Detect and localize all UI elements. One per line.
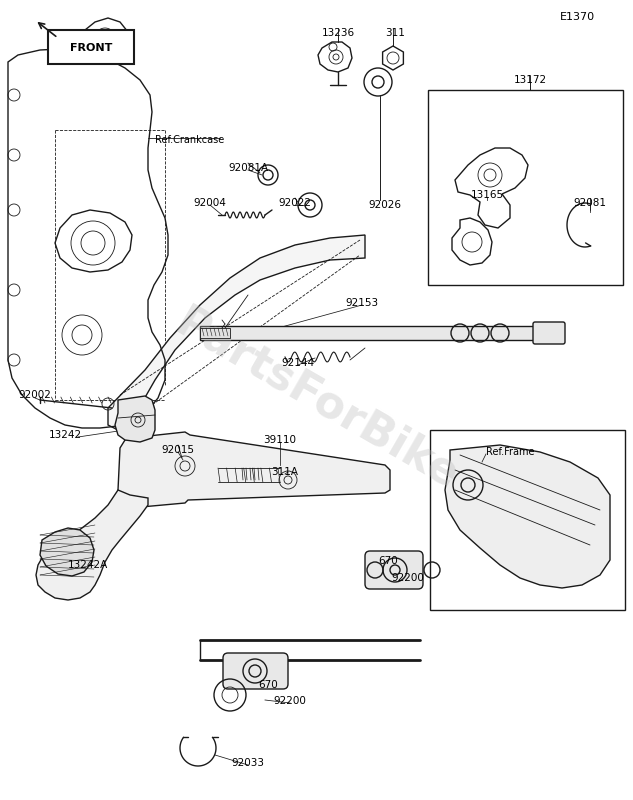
Text: PartsForBike: PartsForBike <box>167 302 466 498</box>
Text: 92015: 92015 <box>161 445 194 455</box>
Bar <box>430 430 625 610</box>
Text: 92033: 92033 <box>232 758 265 768</box>
Text: 92200: 92200 <box>273 696 306 706</box>
FancyBboxPatch shape <box>533 322 565 344</box>
Polygon shape <box>36 490 148 600</box>
Text: 92022: 92022 <box>279 198 311 208</box>
Polygon shape <box>445 445 610 588</box>
Polygon shape <box>40 528 94 576</box>
Polygon shape <box>108 235 365 430</box>
Text: 39110: 39110 <box>263 435 296 445</box>
Text: 13242: 13242 <box>49 430 82 440</box>
FancyBboxPatch shape <box>223 653 288 689</box>
Text: Ref.Frame: Ref.Frame <box>486 447 534 457</box>
Bar <box>200 326 540 340</box>
Polygon shape <box>115 396 155 442</box>
Bar <box>200 328 230 338</box>
Text: 13172: 13172 <box>513 75 546 85</box>
Text: 311A: 311A <box>272 467 299 477</box>
Text: 92002: 92002 <box>18 390 51 400</box>
Text: Ref.Crankcase: Ref.Crankcase <box>155 135 224 145</box>
Text: 92026: 92026 <box>368 200 401 210</box>
FancyBboxPatch shape <box>48 30 134 64</box>
Bar <box>428 90 623 285</box>
Text: FRONT: FRONT <box>70 43 112 53</box>
Text: 13165: 13165 <box>470 190 504 200</box>
Text: 13236: 13236 <box>322 28 354 38</box>
Text: 92081A: 92081A <box>228 163 268 173</box>
Text: 670: 670 <box>378 556 398 566</box>
Text: 92081: 92081 <box>573 198 606 208</box>
Text: 670: 670 <box>258 680 278 690</box>
Text: 92144: 92144 <box>282 358 315 368</box>
Text: 311: 311 <box>385 28 405 38</box>
FancyBboxPatch shape <box>365 551 423 589</box>
Text: 92153: 92153 <box>346 298 379 308</box>
Text: 92004: 92004 <box>194 198 227 208</box>
Text: E1370: E1370 <box>560 12 595 22</box>
Polygon shape <box>118 432 390 508</box>
Text: 92200: 92200 <box>392 573 425 583</box>
Text: 13242A: 13242A <box>68 560 108 570</box>
